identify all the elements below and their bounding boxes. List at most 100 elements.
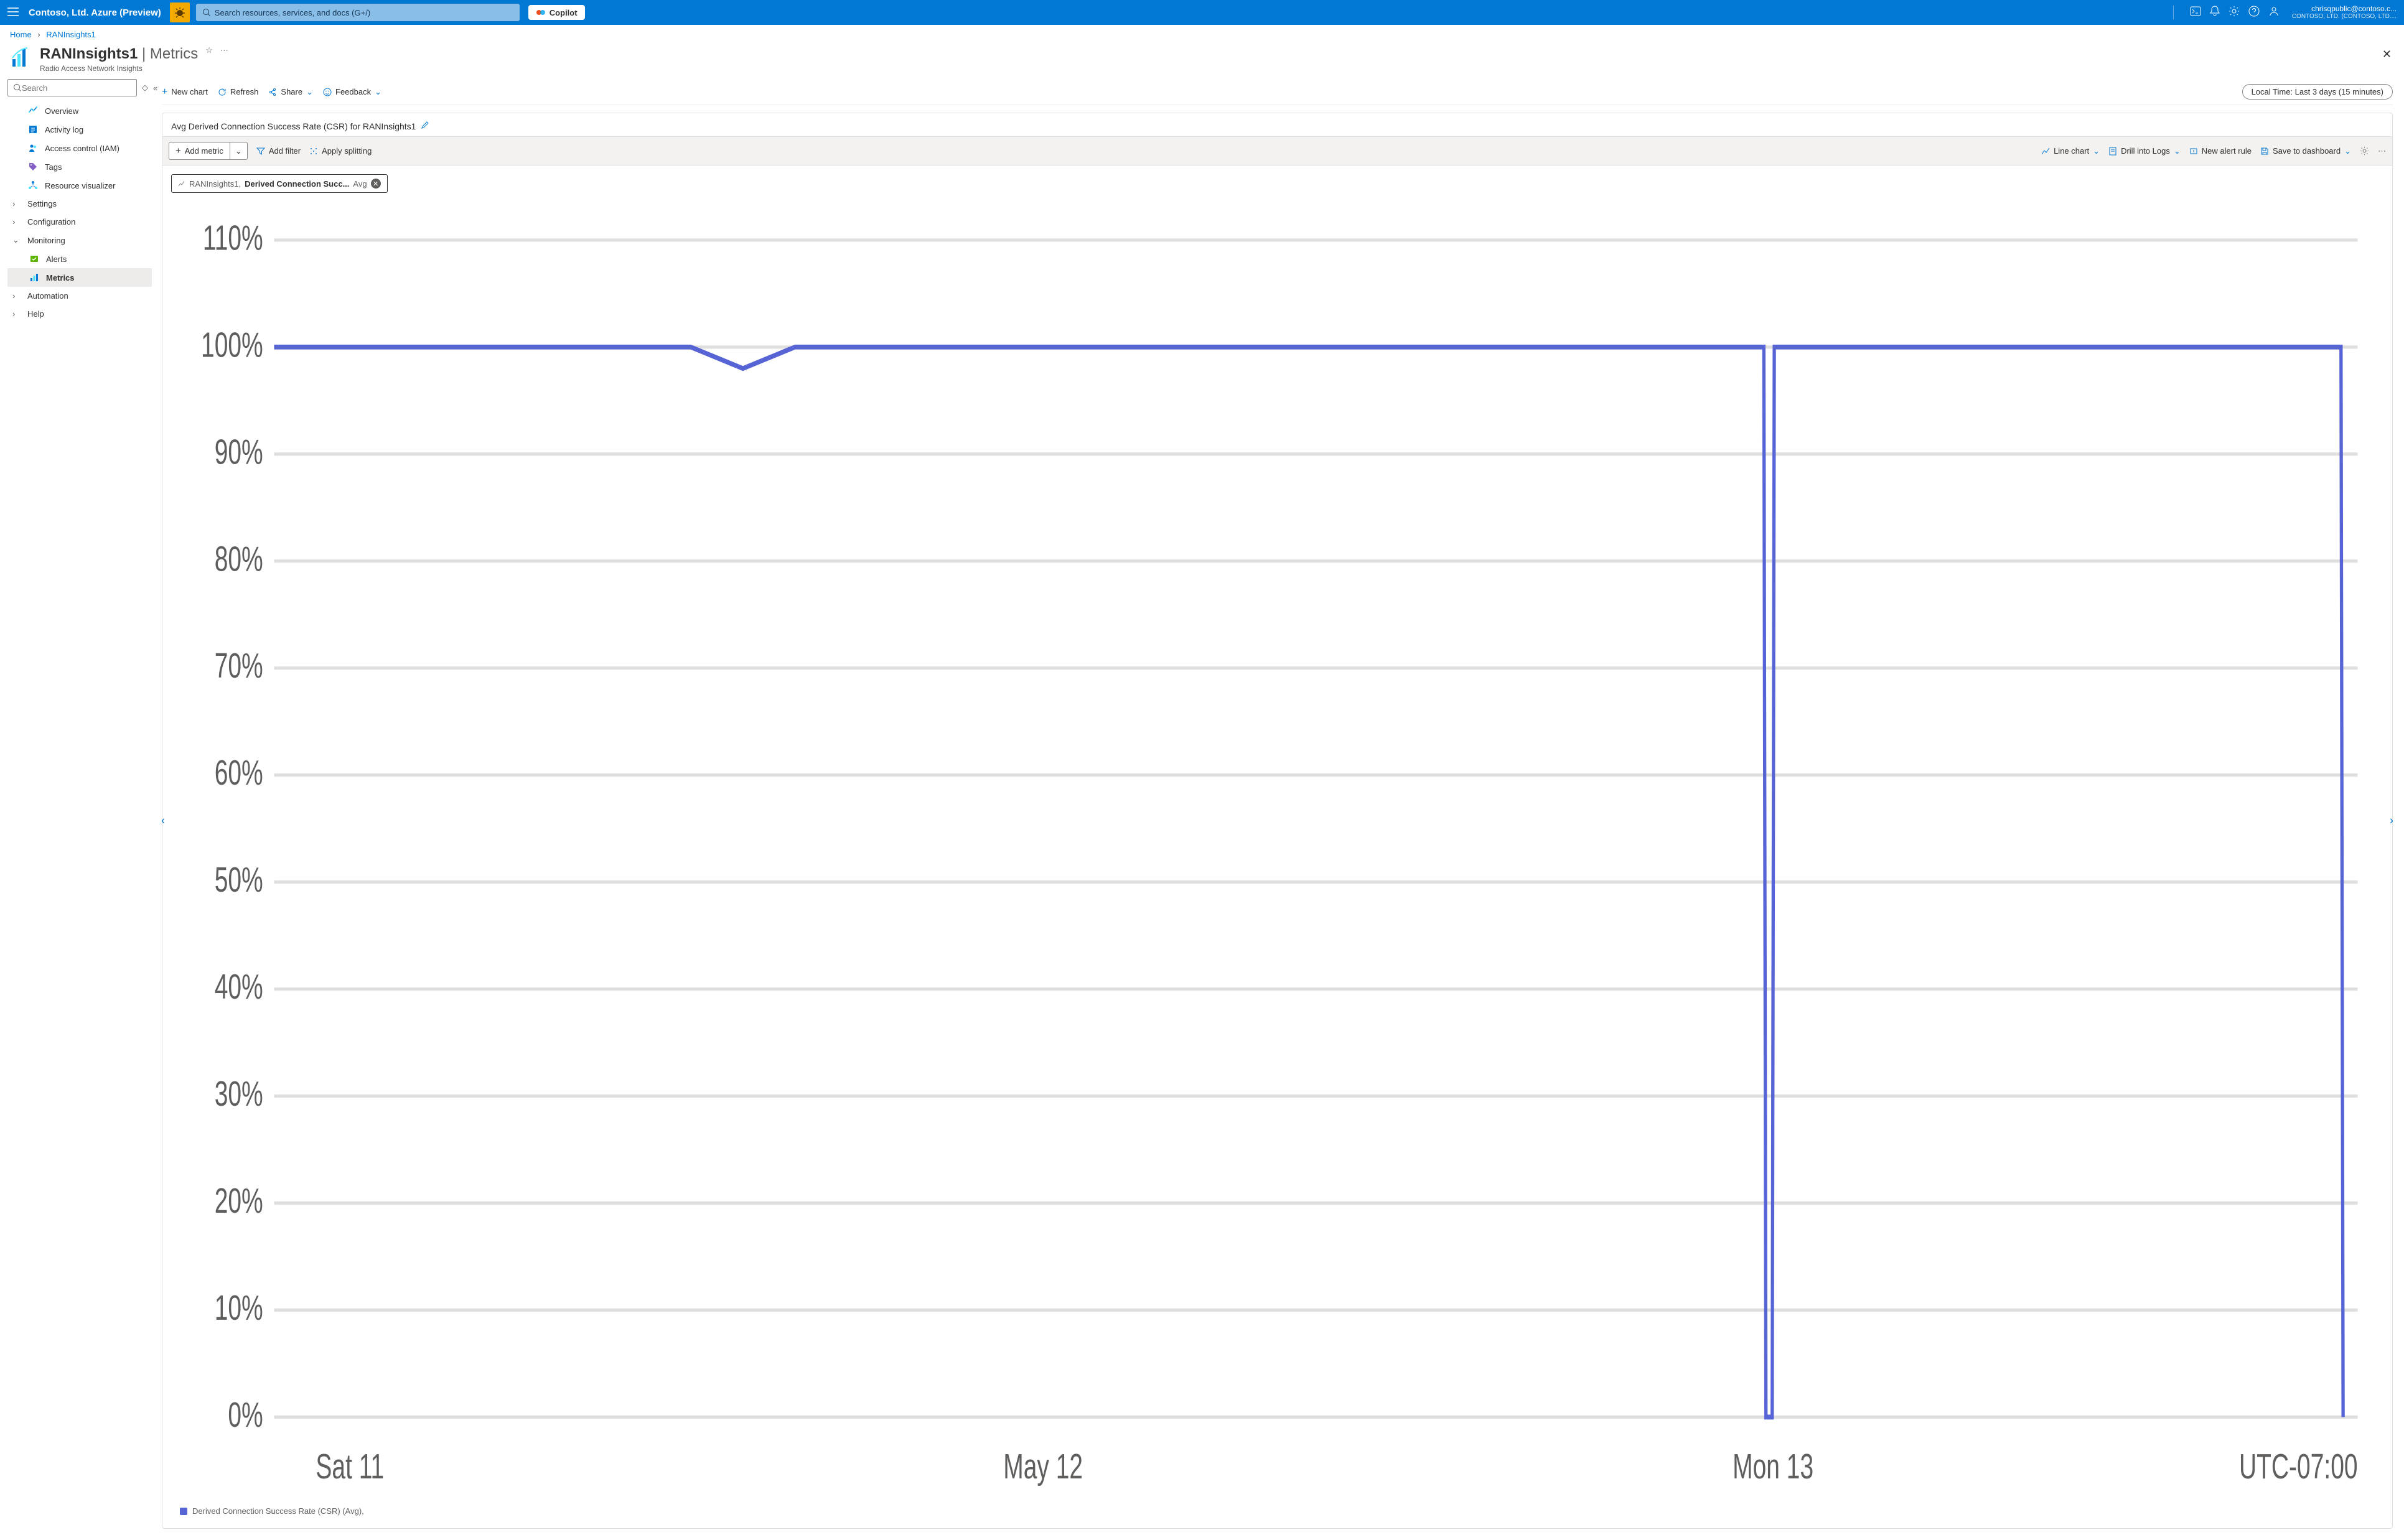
chevron-right-icon: ›: [12, 199, 21, 208]
visualizer-icon: [27, 180, 39, 190]
chart-settings-icon[interactable]: [2360, 146, 2369, 156]
sidebar-item-configuration[interactable]: ›Configuration: [7, 213, 152, 231]
linechart-icon: [2041, 147, 2050, 156]
save-dashboard-button[interactable]: Save to dashboard ⌄: [2260, 146, 2351, 156]
search-icon: [13, 83, 22, 92]
feedback-person-icon[interactable]: [2268, 6, 2280, 19]
sidebar-item-automation[interactable]: › Automation: [7, 287, 152, 305]
chart-legend: Derived Connection Success Rate (CSR) (A…: [175, 1498, 2380, 1516]
sidebar-item-label: Metrics: [46, 273, 75, 282]
brand-label[interactable]: Contoso, Ltd. Azure (Preview): [29, 7, 161, 18]
chevron-down-icon: ⌄: [375, 87, 381, 97]
sidebar-item-activity-log[interactable]: Activity log: [7, 120, 152, 139]
svg-text:Sat 11: Sat 11: [316, 1447, 384, 1486]
chevron-down-icon: ⌄: [2344, 146, 2351, 156]
sidebar-item-label: Overview: [45, 106, 78, 116]
global-search[interactable]: [196, 4, 520, 21]
bug-icon[interactable]: [170, 2, 190, 22]
chevron-down-icon: ⌄: [2174, 146, 2181, 156]
sidebar-item-label: Settings: [27, 199, 57, 208]
more-icon[interactable]: ⋯: [220, 45, 228, 55]
time-range-picker[interactable]: Local Time: Last 3 days (15 minutes): [2242, 84, 2393, 100]
share-icon: [268, 88, 277, 96]
sidebar-item-label: Automation: [27, 291, 68, 301]
hamburger-icon[interactable]: [7, 7, 20, 18]
sidebar-item-label: Configuration: [27, 217, 75, 226]
help-icon[interactable]: [2248, 6, 2260, 19]
plus-icon: +: [162, 86, 167, 98]
breadcrumb-current[interactable]: RANInsights1: [46, 30, 95, 39]
chevron-down-icon: ⌄: [2093, 146, 2100, 156]
page-subtitle: Radio Access Network Insights: [40, 64, 198, 73]
split-icon: [309, 147, 318, 156]
smile-icon: [323, 88, 332, 96]
sidebar-item-resource-visualizer[interactable]: Resource visualizer: [7, 176, 152, 195]
add-metric-dropdown[interactable]: ⌄: [230, 142, 248, 160]
sidebar-item-label: Tags: [45, 162, 62, 172]
global-search-input[interactable]: [215, 8, 513, 17]
sidebar-search-input[interactable]: [22, 83, 131, 93]
sidebar-item-alerts[interactable]: Alerts: [7, 250, 152, 268]
line-chart[interactable]: 110%100%90%80%70%60%50%40%30%20%10%0%Sat…: [175, 208, 2380, 1498]
chart-type-button[interactable]: Line chart ⌄: [2041, 146, 2100, 156]
page-header: RANInsights1 | Metrics Radio Access Netw…: [0, 42, 2404, 79]
metric-chip[interactable]: RANInsights1, Derived Connection Succ...…: [171, 174, 388, 193]
overview-icon: [27, 106, 39, 116]
sidebar-item-metrics[interactable]: Metrics: [7, 268, 152, 287]
edit-title-icon[interactable]: [421, 121, 429, 131]
sidebar-item-help[interactable]: ›Help: [7, 305, 152, 323]
command-bar: + New chart Refresh Share ⌄ Feedback ⌄: [162, 79, 2393, 105]
breadcrumb-home[interactable]: Home: [10, 30, 32, 39]
svg-text:100%: 100%: [201, 325, 263, 365]
sidebar-item-settings[interactable]: › Settings: [7, 195, 152, 213]
svg-text:30%: 30%: [215, 1075, 263, 1114]
sidebar-item-tags[interactable]: Tags: [7, 157, 152, 176]
tags-icon: [27, 162, 39, 172]
sidebar-search[interactable]: [7, 79, 137, 96]
add-filter-button[interactable]: Add filter: [256, 146, 301, 156]
chart-more-icon[interactable]: ⋯: [2378, 146, 2386, 156]
refresh-button[interactable]: Refresh: [218, 87, 259, 96]
share-button[interactable]: Share ⌄: [268, 87, 313, 97]
user-account[interactable]: chrisqpublic@contoso.c... CONTOSO, LTD. …: [2292, 4, 2397, 21]
close-icon[interactable]: ✕: [2380, 45, 2394, 63]
drill-logs-button[interactable]: Drill into Logs ⌄: [2108, 146, 2181, 156]
new-alert-button[interactable]: New alert rule: [2189, 146, 2252, 156]
chevron-right-icon: ›: [12, 309, 21, 319]
chevron-down-icon: ⌄: [12, 235, 21, 245]
feedback-button[interactable]: Feedback ⌄: [323, 87, 381, 97]
save-icon: [2260, 147, 2269, 156]
sidebar-item-label: Resource visualizer: [45, 181, 115, 190]
svg-text:0%: 0%: [228, 1396, 263, 1435]
chevron-right-icon: ›: [12, 291, 21, 301]
legend-label: Derived Connection Success Rate (CSR) (A…: [192, 1506, 364, 1516]
notifications-icon[interactable]: [2210, 6, 2220, 19]
cloudshell-icon[interactable]: [2190, 6, 2201, 18]
copilot-button[interactable]: Copilot: [528, 5, 585, 20]
refresh-icon: [218, 88, 227, 96]
favorite-icon[interactable]: ☆: [205, 45, 213, 55]
sidebar-item-access-control-iam-[interactable]: Access control (IAM): [7, 139, 152, 157]
add-metric-button[interactable]: + Add metric: [169, 142, 230, 160]
alert-icon: [2189, 147, 2198, 156]
svg-text:50%: 50%: [215, 861, 263, 900]
sidebar-item-overview[interactable]: Overview: [7, 101, 152, 120]
plus-icon: +: [175, 146, 181, 156]
legend-swatch: [180, 1508, 187, 1515]
new-chart-button[interactable]: + New chart: [162, 86, 208, 98]
sidebar-item-monitoring[interactable]: ⌄Monitoring: [7, 231, 152, 250]
chevron-down-icon: ⌄: [306, 87, 313, 97]
page-title: RANInsights1 | Metrics: [40, 45, 198, 63]
sidebar-item-label: Alerts: [46, 254, 67, 264]
activitylog-icon: [27, 124, 39, 134]
svg-text:80%: 80%: [215, 539, 263, 579]
remove-metric-icon[interactable]: ✕: [371, 179, 381, 189]
sidebar-item-label: Access control (IAM): [45, 144, 119, 153]
svg-text:90%: 90%: [215, 432, 263, 472]
chart-title: Avg Derived Connection Success Rate (CSR…: [171, 121, 416, 131]
sort-icon[interactable]: ◇: [142, 83, 148, 93]
svg-text:70%: 70%: [215, 646, 263, 686]
svg-text:20%: 20%: [215, 1182, 263, 1221]
apply-splitting-button[interactable]: Apply splitting: [309, 146, 372, 156]
settings-icon[interactable]: [2229, 6, 2240, 19]
